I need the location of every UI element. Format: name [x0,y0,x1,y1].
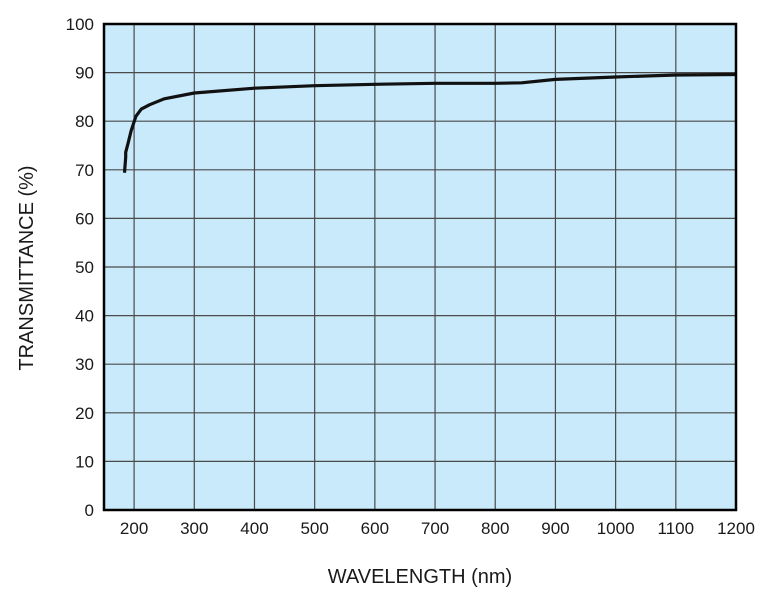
y-tick-label: 10 [75,452,94,471]
x-tick-label: 1000 [597,519,635,538]
y-tick-label: 50 [75,258,94,277]
x-tick-label: 900 [541,519,569,538]
y-tick-labels: 0 10 20 30 40 50 60 70 80 90 100 [66,15,94,520]
series-line [122,72,737,173]
x-tick-label: 200 [120,519,148,538]
y-tick-label: 0 [85,501,94,520]
x-tick-label: 500 [300,519,328,538]
x-tick-labels: 200 300 400 500 600 700 800 900 1000 1100 1200 [120,519,755,538]
plot-frame [102,22,738,512]
y-tick-label: 30 [75,355,94,374]
y-tick-label: 80 [75,112,94,131]
y-tick-label: 20 [75,404,94,423]
x-tick-label: 800 [481,519,509,538]
y-tick-label: 90 [75,64,94,83]
x-tick-label: 400 [240,519,268,538]
x-axis-label: WAVELENGTH (nm) [328,566,512,588]
x-tick-label: 700 [421,519,449,538]
y-tick-label: 40 [75,307,94,326]
x-tick-label: 300 [180,519,208,538]
y-tick-label: 100 [66,15,94,34]
x-tick-label: 600 [361,519,389,538]
y-tick-label: 70 [75,161,94,180]
x-tick-label: 1200 [717,519,755,538]
y-axis-label: TRANSMITTANCE (%) [16,165,38,370]
y-tick-label: 60 [75,209,94,228]
x-tick-label: 1100 [658,519,695,538]
